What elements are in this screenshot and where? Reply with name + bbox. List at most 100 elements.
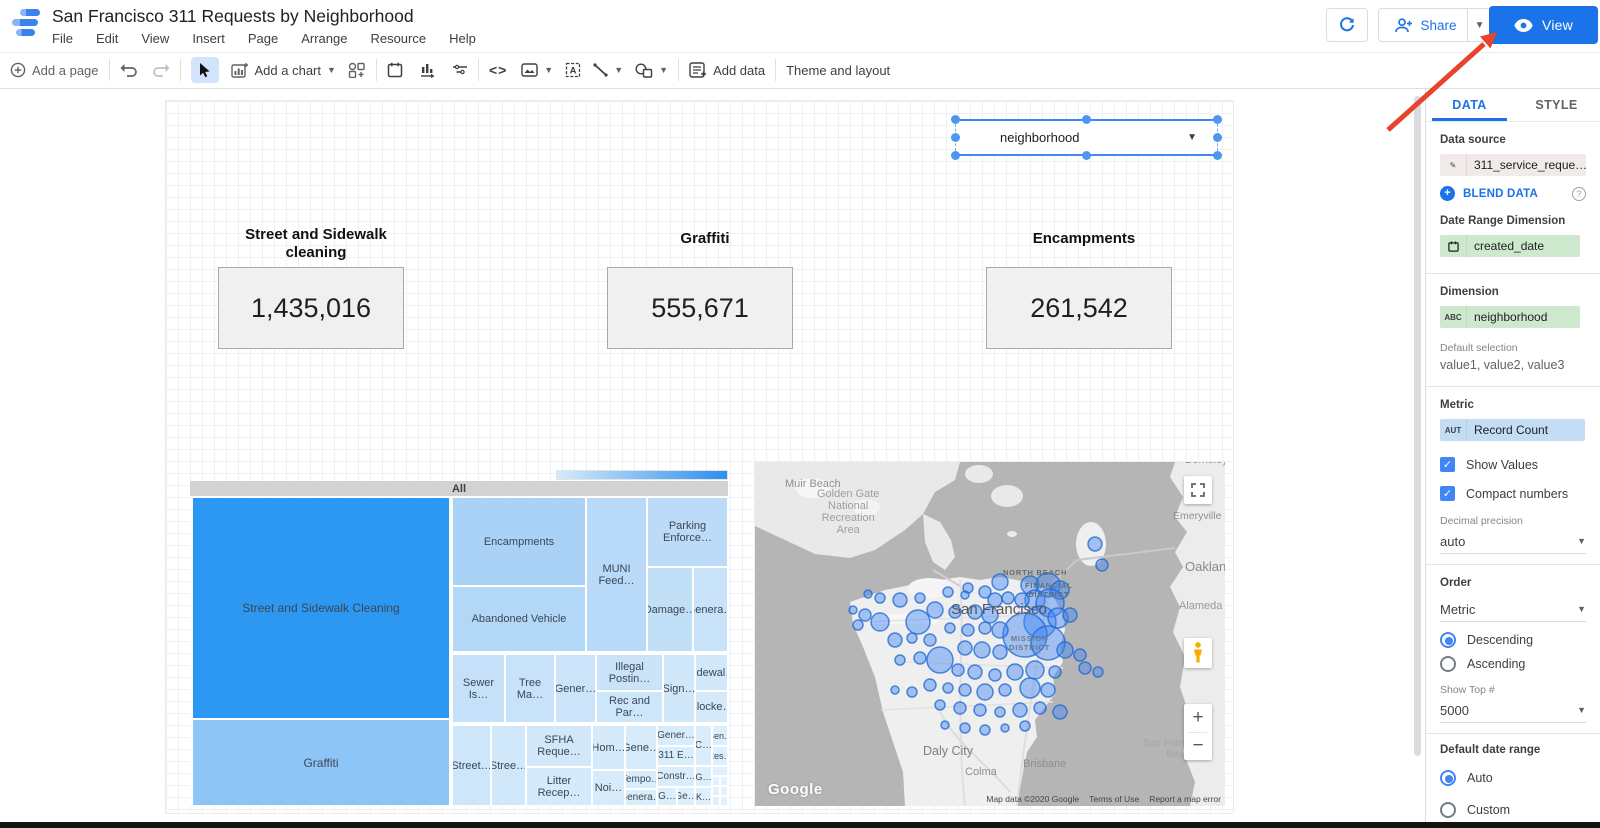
date-range-dimension-field[interactable]: created_date	[1440, 235, 1580, 257]
treemap-cell[interactable]: Gen…	[712, 725, 728, 746]
selection-handle[interactable]	[951, 133, 960, 142]
menu-item-view[interactable]: View	[141, 31, 170, 46]
shape-tool-button[interactable]: ▼	[635, 62, 668, 78]
scorecard-value-box[interactable]: 1,435,016	[218, 267, 404, 349]
bubble-map-chart[interactable]: Muir Beach Golden Gate National Recreatio…	[755, 462, 1225, 806]
select-tool-button[interactable]	[190, 57, 219, 83]
selection-handle[interactable]	[1213, 151, 1222, 160]
treemap-cell[interactable]: Ge…	[677, 787, 695, 806]
treemap-chart[interactable]: Street and Sidewalk Cleaning Graffiti Enca…	[190, 497, 728, 806]
treemap-cell[interactable]	[720, 786, 728, 796]
scorecard-value-box[interactable]: 555,671	[607, 267, 793, 349]
custom-date-radio[interactable]	[1440, 802, 1456, 818]
treemap-cell[interactable]: K…	[695, 787, 712, 806]
data-control-button[interactable]	[419, 62, 436, 78]
menu-item-edit[interactable]: Edit	[95, 31, 119, 46]
ascending-radio[interactable]	[1440, 656, 1456, 672]
add-data-button[interactable]: Add data	[689, 62, 765, 78]
embed-url-button[interactable]: <>	[489, 62, 507, 78]
filter-dropdown-caret-icon[interactable]: ▼	[1187, 132, 1197, 143]
treemap-cell[interactable]: Gene…	[625, 725, 657, 770]
metric-field[interactable]: AUT Record Count	[1440, 419, 1585, 441]
treemap-cell[interactable]: G…	[695, 766, 712, 787]
menu-item-help[interactable]: Help	[449, 31, 476, 46]
menu-item-insert[interactable]: Insert	[192, 31, 225, 46]
menu-item-arrange[interactable]: Arrange	[301, 31, 348, 46]
blend-data-plus-icon[interactable]: +	[1440, 186, 1455, 201]
theme-and-layout-button[interactable]: Theme and layout	[786, 63, 890, 78]
treemap-cell[interactable]	[720, 776, 728, 786]
dimension-field[interactable]: ABC neighborhood	[1440, 306, 1580, 328]
treemap-cell[interactable]: Blocke…	[695, 691, 728, 723]
terms-of-use-link[interactable]: Terms of Use	[1089, 794, 1140, 804]
map-zoom-out-button[interactable]: −	[1192, 735, 1204, 757]
treemap-cell[interactable]: Street…	[452, 725, 491, 806]
treemap-cell[interactable]: Encampments	[452, 497, 586, 586]
order-field-select[interactable]: Metric ▼	[1440, 597, 1586, 622]
treemap-cell[interactable]: Graffiti	[192, 719, 450, 806]
show-top-select[interactable]: 5000 ▼	[1440, 698, 1586, 723]
edit-data-source-pencil-icon[interactable]: ✎	[1440, 154, 1467, 176]
treemap-cell[interactable]: Gener…	[555, 654, 596, 723]
selection-handle[interactable]	[951, 115, 960, 124]
treemap-cell[interactable]: Tempo…	[625, 770, 657, 789]
date-range-control-button[interactable]	[387, 62, 403, 78]
data-studio-logo-icon[interactable]	[12, 8, 46, 44]
share-button-main[interactable]: Share	[1382, 9, 1466, 41]
scorecard-value-box[interactable]: 261,542	[986, 267, 1172, 349]
treemap-cell[interactable]: Sign…	[663, 654, 695, 723]
treemap-cell[interactable]	[712, 776, 720, 786]
selection-handle[interactable]	[951, 151, 960, 160]
blend-data-button[interactable]: BLEND DATA	[1463, 187, 1539, 200]
treemap-cell[interactable]: Constr…	[657, 766, 695, 787]
treemap-cell[interactable]: Stree…	[491, 725, 526, 806]
report-map-error-link[interactable]: Report a map error	[1149, 794, 1221, 804]
menu-item-resource[interactable]: Resource	[370, 31, 427, 46]
decimal-precision-select[interactable]: auto ▼	[1440, 529, 1586, 554]
refresh-button[interactable]	[1326, 8, 1368, 42]
treemap-cell[interactable]	[712, 796, 720, 806]
report-title[interactable]: San Francisco 311 Requests by Neighborho…	[52, 6, 414, 26]
default-selection-value[interactable]: value1, value2, value3	[1440, 358, 1565, 372]
treemap-root-node[interactable]: All	[190, 481, 728, 496]
treemap-cell[interactable]: Rec and Par…	[596, 691, 663, 723]
treemap-cell[interactable]: SFHA Reque…	[526, 725, 592, 767]
treemap-cell[interactable]	[712, 766, 728, 776]
map-fullscreen-button[interactable]	[1184, 476, 1212, 504]
treemap-cell[interactable]: G…	[657, 787, 677, 806]
treemap-cell[interactable]: Abandoned Vehicle	[452, 586, 586, 652]
text-tool-button[interactable]: A	[565, 62, 581, 78]
descending-radio[interactable]	[1440, 632, 1456, 648]
add-chart-button[interactable]: Add a chart ▼	[230, 62, 336, 78]
treemap-cell[interactable]: Litter Recep…	[526, 767, 592, 806]
selection-handle[interactable]	[1082, 151, 1091, 160]
map-zoom-in-button[interactable]: +	[1192, 706, 1204, 728]
tab-data[interactable]: DATA	[1426, 88, 1513, 121]
treemap-cell[interactable]: MUNI Feed…	[586, 497, 647, 652]
treemap-cell[interactable]: C…	[695, 725, 712, 766]
treemap-cell[interactable]	[712, 786, 720, 796]
menu-item-file[interactable]: File	[52, 31, 73, 46]
data-source-field[interactable]: ✎ 311_service_reque…	[1440, 154, 1586, 176]
treemap-cell[interactable]: Genera…	[693, 567, 728, 652]
map-pegman-button[interactable]	[1184, 638, 1212, 668]
selection-handle[interactable]	[1082, 115, 1091, 124]
undo-button[interactable]	[120, 62, 138, 78]
treemap-cell[interactable]: Illegal Postin…	[596, 654, 663, 691]
image-tool-button[interactable]: ▼	[521, 63, 553, 77]
treemap-cell[interactable]: Gener…	[657, 725, 695, 746]
auto-date-radio[interactable]	[1440, 770, 1456, 786]
redo-button[interactable]	[152, 62, 170, 78]
scrollbar-thumb[interactable]	[1414, 96, 1421, 756]
tab-style[interactable]: STYLE	[1513, 88, 1600, 121]
treemap-cell[interactable]: Sewer Is…	[452, 654, 505, 723]
treemap-cell[interactable]: Parking Enforce…	[647, 497, 728, 567]
treemap-cell[interactable]: Noi…	[592, 770, 625, 806]
compact-numbers-checkbox[interactable]: ✓	[1440, 486, 1455, 501]
treemap-cell[interactable]: Genera…	[625, 789, 657, 806]
share-button[interactable]: Share ▼	[1378, 8, 1496, 42]
menu-item-page[interactable]: Page	[247, 31, 279, 46]
treemap-cell[interactable]: Hom…	[592, 725, 625, 770]
share-dropdown-caret[interactable]: ▼	[1466, 9, 1492, 41]
line-tool-button[interactable]: ▼	[593, 63, 623, 77]
